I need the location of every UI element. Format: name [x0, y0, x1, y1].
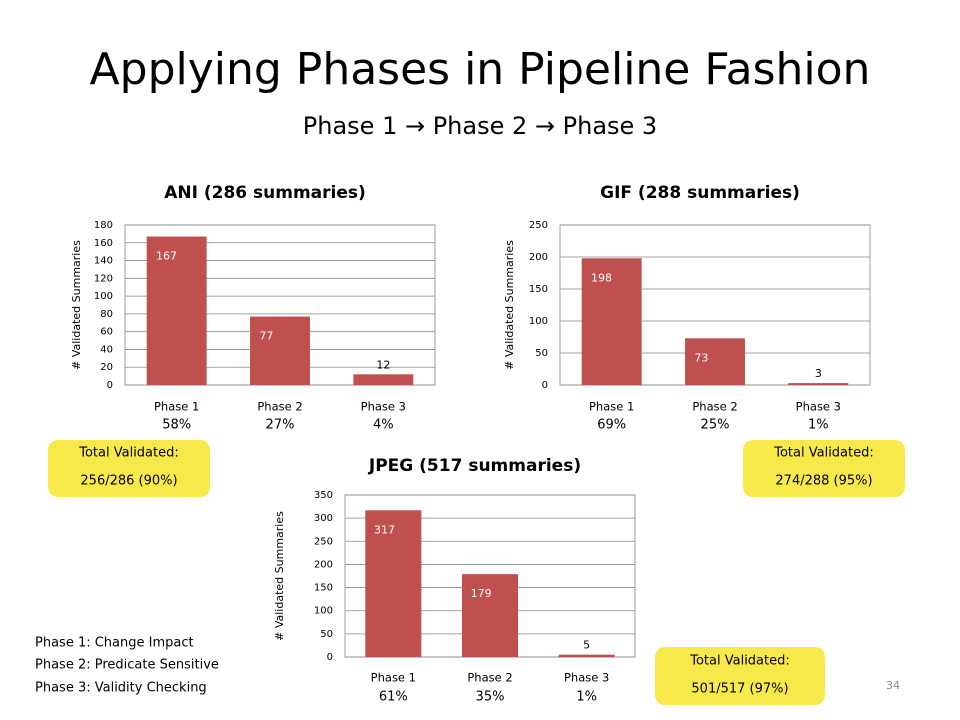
- bar: [146, 236, 207, 385]
- value-label: 317: [374, 523, 395, 536]
- y-tick-label: 0: [542, 380, 548, 391]
- total-box: [655, 647, 825, 705]
- y-tick-label: 140: [94, 256, 113, 267]
- x-tick-label: Phase 2: [692, 400, 737, 414]
- x-tick-label: Phase 3: [361, 400, 406, 414]
- y-tick-label: 180: [94, 220, 113, 231]
- y-tick-label: 0: [107, 380, 113, 391]
- share-label: 35%: [476, 690, 505, 705]
- chart-title: GIF (288 summaries): [600, 183, 800, 203]
- share-label: 1%: [808, 418, 829, 433]
- total-box: [743, 440, 905, 497]
- y-tick-label: 120: [94, 273, 113, 284]
- y-tick-label: 350: [314, 490, 333, 501]
- y-tick-label: 100: [94, 291, 113, 302]
- share-label: 25%: [701, 418, 730, 433]
- x-tick-label: Phase 1: [589, 400, 634, 414]
- y-tick-label: 100: [314, 606, 333, 617]
- value-label: 198: [591, 271, 612, 284]
- total-label: Total Validated:: [689, 654, 790, 669]
- y-tick-label: 100: [529, 316, 548, 327]
- value-label: 3: [815, 367, 822, 380]
- share-label: 61%: [379, 690, 408, 705]
- chart-title: JPEG (517 summaries): [368, 456, 581, 476]
- y-tick-label: 80: [100, 309, 113, 320]
- x-tick-label: Phase 1: [154, 400, 199, 414]
- y-tick-label: 150: [314, 583, 333, 594]
- note: Phase 1: Change Impact: [35, 636, 194, 651]
- y-tick-label: 0: [327, 652, 333, 663]
- x-tick-label: Phase 2: [467, 671, 512, 685]
- y-tick-label: 300: [314, 513, 333, 524]
- y-axis-label: # Validated Summaries: [70, 240, 83, 370]
- y-tick-label: 60: [100, 327, 113, 338]
- note: Phase 3: Validity Checking: [35, 681, 207, 696]
- value-label: 12: [376, 358, 390, 371]
- page-number: 34: [886, 679, 900, 692]
- x-tick-label: Phase 1: [371, 671, 416, 685]
- y-tick-label: 250: [529, 220, 548, 231]
- bar: [353, 374, 414, 385]
- slide-title: Applying Phases in Pipeline Fashion: [90, 44, 871, 95]
- y-tick-label: 200: [314, 559, 333, 570]
- share-label: 58%: [162, 418, 191, 433]
- bar: [461, 574, 519, 657]
- slide-subtitle: Phase 1 → Phase 2 → Phase 3: [303, 112, 657, 140]
- bar: [581, 258, 642, 385]
- value-label: 5: [583, 639, 590, 652]
- x-tick-label: Phase 3: [796, 400, 841, 414]
- y-tick-label: 50: [320, 629, 333, 640]
- share-label: 1%: [576, 690, 597, 705]
- chart-title: ANI (286 summaries): [164, 183, 366, 203]
- total-value: 501/517 (97%): [691, 682, 788, 697]
- share-label: 27%: [266, 418, 295, 433]
- y-tick-label: 160: [94, 238, 113, 249]
- y-tick-label: 250: [314, 536, 333, 547]
- x-tick-label: Phase 2: [257, 400, 302, 414]
- bar: [788, 383, 849, 385]
- y-tick-label: 20: [100, 362, 113, 373]
- y-tick-label: 200: [529, 252, 548, 263]
- y-axis-label: # Validated Summaries: [273, 511, 286, 641]
- value-label: 179: [471, 587, 492, 600]
- bar: [558, 654, 615, 657]
- total-label: Total Validated:: [78, 446, 179, 461]
- bar: [365, 510, 422, 657]
- total-value: 274/288 (95%): [775, 474, 872, 489]
- y-tick-label: 50: [535, 348, 548, 359]
- bar: [685, 338, 745, 385]
- y-tick-label: 40: [100, 344, 113, 355]
- y-axis-label: # Validated Summaries: [503, 240, 516, 370]
- total-label: Total Validated:: [773, 446, 874, 461]
- bar: [250, 316, 310, 385]
- total-box: [48, 440, 210, 497]
- y-tick-label: 150: [529, 284, 548, 295]
- value-label: 73: [694, 351, 708, 364]
- share-label: 69%: [597, 418, 626, 433]
- note: Phase 2: Predicate Sensitive: [35, 658, 219, 673]
- value-label: 77: [259, 330, 273, 343]
- x-tick-label: Phase 3: [564, 671, 609, 685]
- total-value: 256/286 (90%): [80, 474, 177, 489]
- value-label: 167: [156, 250, 177, 263]
- share-label: 4%: [373, 418, 394, 433]
